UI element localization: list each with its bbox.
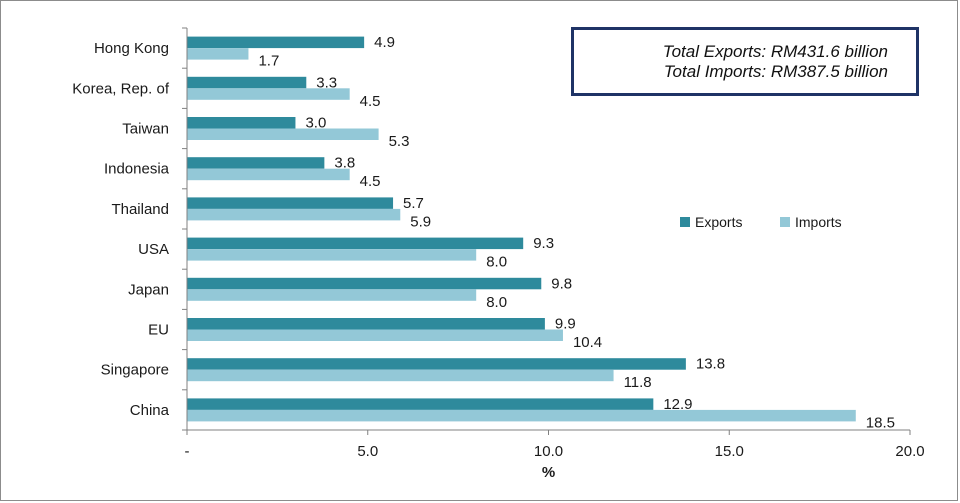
bar-imports — [187, 88, 350, 100]
bar-exports — [187, 197, 394, 209]
category-label: Thailand — [111, 201, 169, 218]
data-label-imports: 5.9 — [410, 213, 431, 230]
bar-exports — [187, 358, 686, 370]
data-label-exports: 9.9 — [555, 316, 576, 333]
x-tick-label: - — [185, 443, 190, 460]
bar-imports — [187, 369, 614, 382]
bar-imports — [187, 289, 477, 301]
axes-group: - 5.0 10.0 15.0 20.0 — [182, 27, 925, 460]
bar-exports — [187, 318, 545, 330]
bar-imports — [187, 249, 477, 261]
data-labels-group: 4.9 1.7 3.3 4.5 3.0 5.3 3.8 4.5 5.75.9 9.3 8.0 9.8 8… — [258, 34, 895, 431]
data-label-imports: 4.5 — [360, 173, 381, 190]
totals-annotation: Total Exports: RM431.6 billion Total Imp… — [571, 27, 919, 96]
category-label: Singapore — [101, 362, 169, 379]
data-label-imports: 4.5 — [360, 93, 381, 110]
data-label-imports: 5.3 — [389, 133, 410, 150]
legend-label-exports: Exports — [695, 214, 742, 230]
x-tick-label: 10.0 — [534, 443, 563, 460]
category-label: Indonesia — [104, 161, 170, 178]
bar-imports — [187, 168, 350, 181]
total-imports-text: Total Imports: RM387.5 billion — [663, 61, 888, 81]
total-exports-text: Total Exports: RM431.6 billion — [662, 41, 888, 61]
data-label-imports: 18.5 — [866, 414, 895, 431]
data-label-exports: 9.3 — [533, 235, 554, 252]
category-label: China — [130, 402, 170, 419]
legend: Exports Imports — [680, 214, 842, 230]
bar-imports — [187, 409, 856, 422]
data-label-exports: 13.8 — [696, 356, 725, 373]
category-label: EU — [148, 322, 169, 339]
data-label-exports: 12.9 — [663, 396, 692, 413]
category-label: Japan — [128, 281, 169, 298]
x-axis-title: % — [542, 464, 555, 481]
bar-exports — [187, 117, 296, 129]
bar-imports — [187, 128, 379, 140]
legend-swatch-imports — [780, 217, 790, 227]
x-tick-label: 15.0 — [715, 443, 744, 460]
bar-exports — [187, 237, 524, 250]
data-label-exports: 3.0 — [305, 115, 326, 132]
data-label-imports: 8.0 — [486, 294, 507, 311]
data-label-exports: 5.7 — [403, 195, 424, 212]
bars-group — [187, 36, 856, 422]
data-label-imports: 8.0 — [486, 254, 507, 271]
data-label-imports: 10.4 — [573, 334, 602, 351]
category-label: USA — [138, 241, 169, 258]
data-label-exports: 4.9 — [374, 34, 395, 51]
bar-exports — [187, 36, 365, 49]
bar-exports — [187, 398, 654, 410]
legend-swatch-exports — [680, 217, 690, 227]
category-label: Korea, Rep. of — [72, 80, 170, 97]
data-label-exports: 3.8 — [334, 155, 355, 172]
bar-exports — [187, 157, 325, 169]
bar-imports — [187, 48, 249, 60]
x-tick-label: 20.0 — [895, 443, 924, 460]
legend-label-imports: Imports — [795, 214, 842, 230]
category-label: Taiwan — [122, 121, 169, 138]
data-label-exports: 9.8 — [551, 275, 572, 292]
data-label-exports: 3.3 — [316, 74, 337, 91]
bar-exports — [187, 76, 307, 89]
data-label-imports: 11.8 — [624, 374, 652, 391]
bar-exports — [187, 277, 542, 290]
category-labels-group: Hong Kong Korea, Rep. of Taiwan Indonesia Th… — [72, 40, 170, 419]
bar-imports — [187, 208, 401, 221]
bar-imports — [187, 329, 563, 341]
category-label: Hong Kong — [94, 40, 169, 57]
data-label-imports: 1.7 — [258, 53, 279, 70]
x-tick-label: 5.0 — [357, 443, 378, 460]
